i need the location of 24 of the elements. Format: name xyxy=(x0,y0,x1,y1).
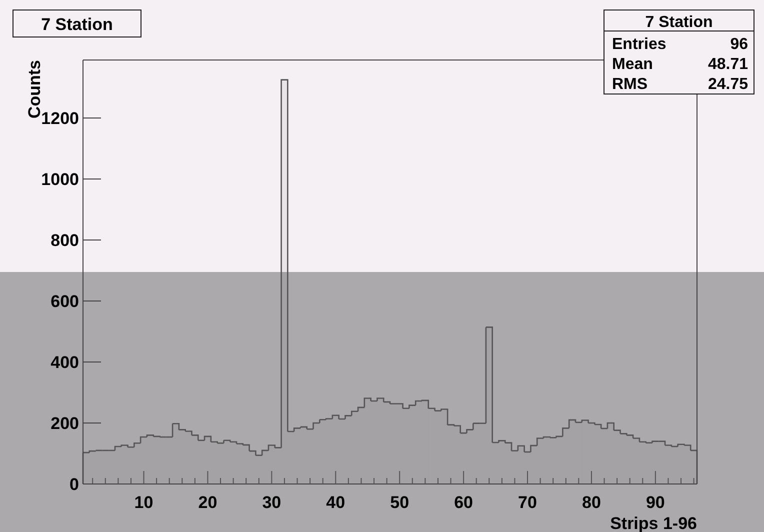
annotation: RMS xyxy=(612,76,648,93)
chart-title: 7 Station xyxy=(41,15,113,34)
y-tick-label: 200 xyxy=(50,414,79,433)
x-tick-label: 60 xyxy=(454,493,474,512)
y-tick-label: 1200 xyxy=(41,108,79,128)
y-tick-label: 0 xyxy=(70,475,79,494)
x-tick-label: 20 xyxy=(198,493,218,512)
text: 96 xyxy=(730,36,748,53)
x-tick-label: 30 xyxy=(262,493,282,512)
y-tick-label: 400 xyxy=(50,352,79,372)
text: 24.75 xyxy=(708,76,748,93)
y-tick-label: 800 xyxy=(50,230,79,250)
text: 48.71 xyxy=(708,56,748,73)
annotation: Mean xyxy=(612,56,653,73)
text: Entries xyxy=(612,36,666,53)
x-tick-label: 80 xyxy=(582,493,601,512)
y-tick-label: 1000 xyxy=(41,170,79,189)
y-tick-label: 600 xyxy=(50,292,79,311)
x-tick-label: 70 xyxy=(518,493,537,512)
x-tick-label: 10 xyxy=(134,493,154,512)
x-tick-label: 40 xyxy=(326,493,346,512)
x-tick-label: 50 xyxy=(390,493,410,512)
text: 7 Station xyxy=(645,14,713,31)
x-tick-label: 90 xyxy=(646,493,665,512)
